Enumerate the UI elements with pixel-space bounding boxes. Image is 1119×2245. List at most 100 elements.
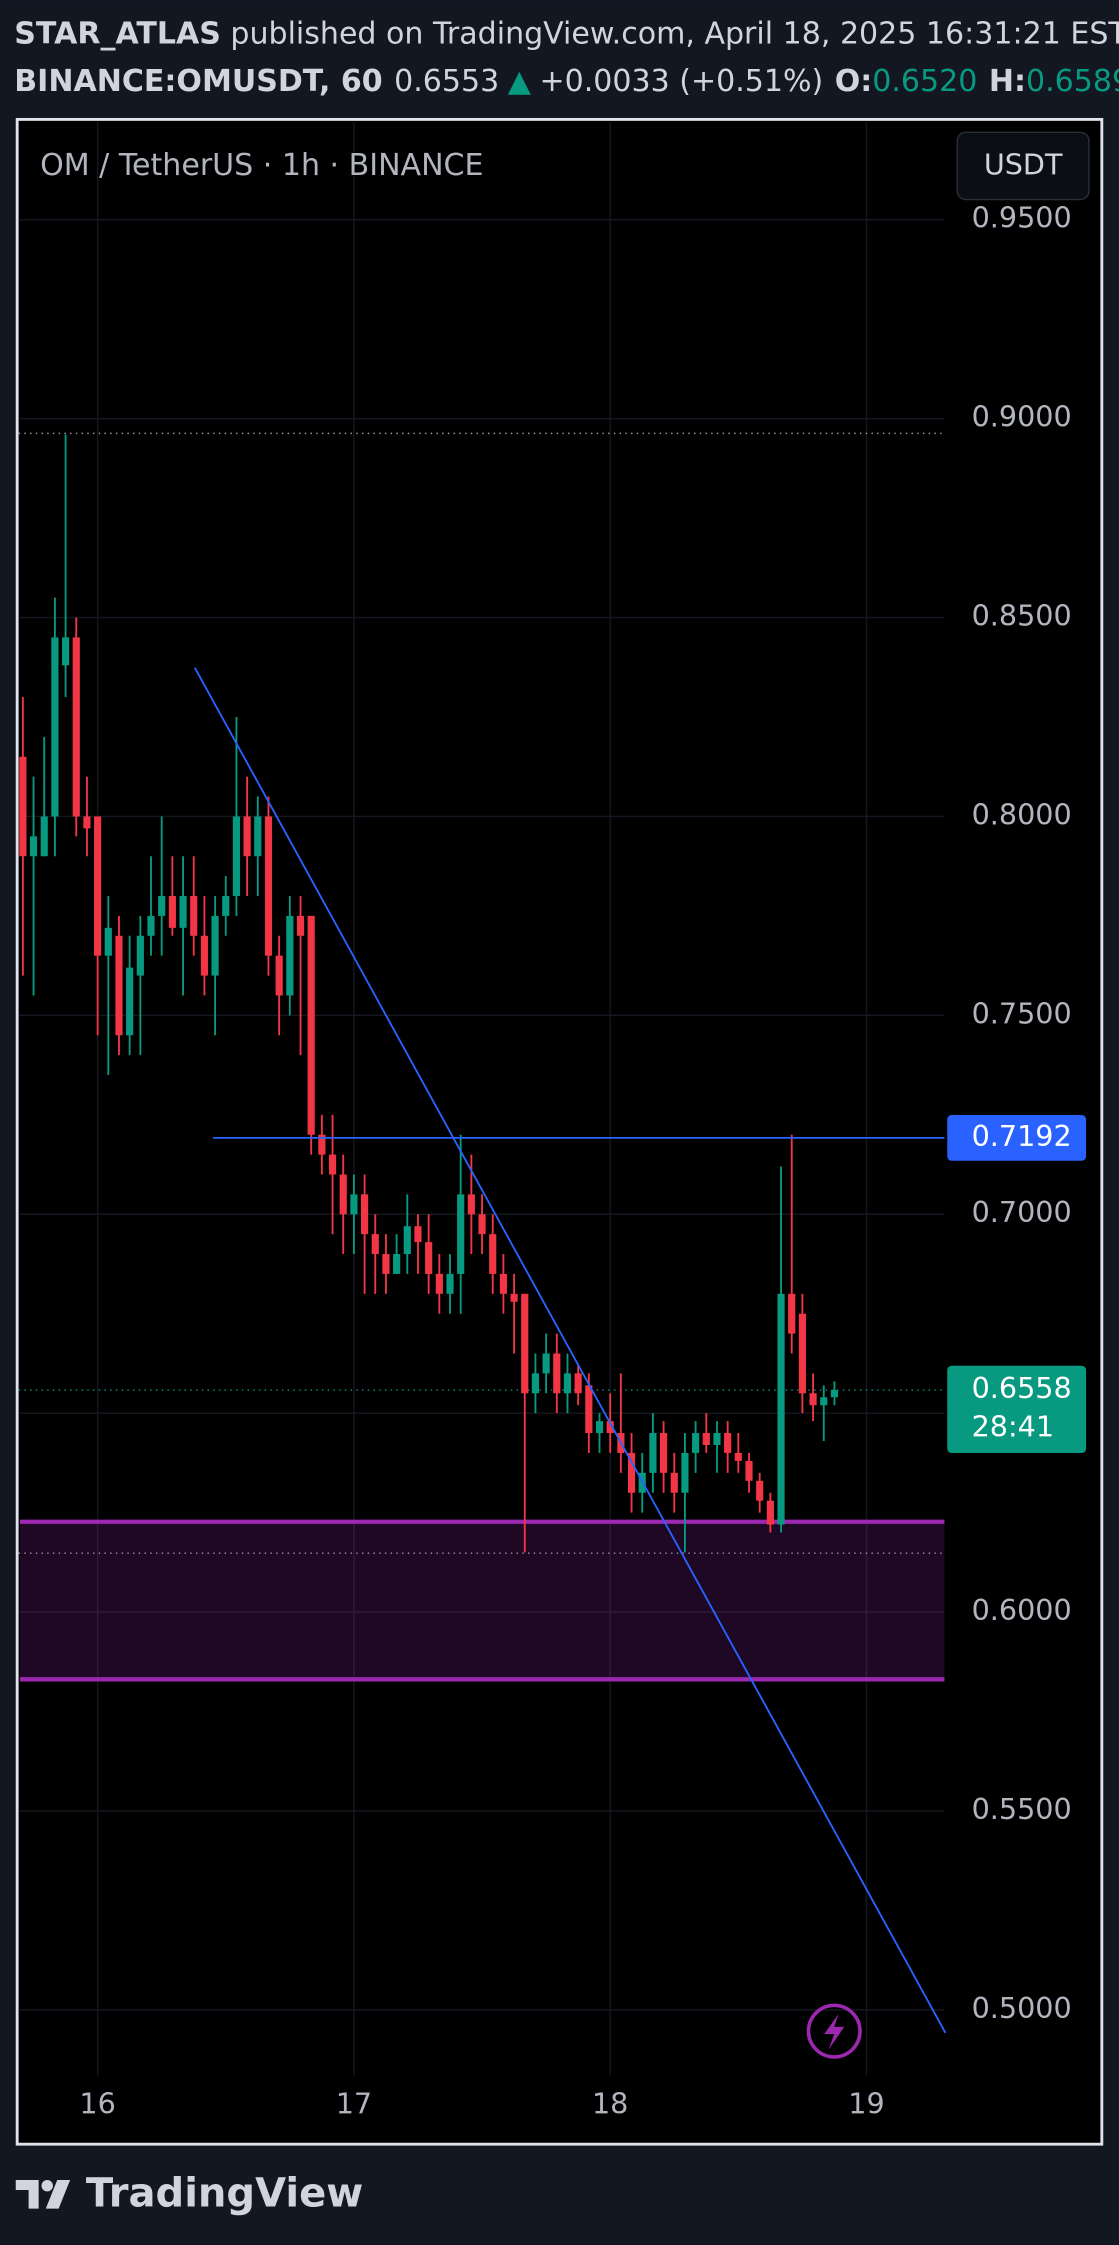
o-label: O: bbox=[835, 64, 873, 99]
logo-dot bbox=[41, 2179, 53, 2192]
candle-body bbox=[510, 1293, 518, 1302]
zone bbox=[20, 1521, 945, 1680]
candle-body bbox=[307, 915, 315, 1135]
change: +0.0033 (+0.51%) bbox=[539, 64, 823, 99]
candle-body bbox=[702, 1433, 710, 1445]
y-tick-label: 0.9000 bbox=[972, 400, 1072, 434]
chart-frame bbox=[15, 117, 1104, 2146]
h-label: H: bbox=[989, 64, 1026, 99]
candle-body bbox=[531, 1373, 540, 1394]
y-tick-label: 0.8000 bbox=[972, 797, 1072, 831]
candle-body bbox=[489, 1234, 497, 1274]
candle-body bbox=[211, 915, 219, 976]
candle-body bbox=[318, 1134, 326, 1155]
plot: 0.50000.55000.60000.65000.70000.75000.80… bbox=[18, 122, 1087, 2121]
candle-body bbox=[339, 1174, 347, 1215]
last: 0.6553 bbox=[394, 64, 499, 99]
candle-body bbox=[435, 1273, 443, 1294]
hline-label: 0.7192 bbox=[972, 1119, 1072, 1153]
candle-body bbox=[264, 816, 273, 956]
candle-body bbox=[660, 1433, 668, 1473]
y-tick-label: 0.5500 bbox=[972, 1792, 1072, 1826]
header-line-1: STAR_ATLAS published on TradingView.com,… bbox=[14, 17, 1119, 52]
candle-body bbox=[457, 1194, 465, 1274]
candle-body bbox=[670, 1472, 678, 1493]
candle-body bbox=[243, 816, 251, 857]
h-value: 0.6589 bbox=[1026, 64, 1119, 99]
candle-body bbox=[393, 1254, 401, 1274]
arrow: ▲ bbox=[508, 64, 531, 99]
candle-body bbox=[147, 915, 155, 936]
candle-body bbox=[425, 1242, 433, 1274]
candle-body bbox=[168, 896, 176, 928]
candle-body bbox=[94, 816, 102, 956]
candle-body bbox=[361, 1194, 369, 1235]
lightning-bolt bbox=[824, 2013, 845, 2050]
logo-text: TradingView bbox=[86, 2171, 363, 2217]
o-value: 0.6520 bbox=[872, 64, 977, 99]
candle-body bbox=[553, 1353, 561, 1394]
candle-body bbox=[595, 1421, 604, 1434]
y-tick-label: 0.9500 bbox=[972, 201, 1072, 235]
candle-body bbox=[809, 1393, 817, 1406]
candle-body bbox=[563, 1373, 572, 1394]
candle-body bbox=[745, 1460, 753, 1481]
y-tick-label: 0.7500 bbox=[972, 996, 1072, 1030]
hline-label-box bbox=[947, 1114, 1087, 1161]
published: published on TradingView.com, April 18, … bbox=[221, 17, 1119, 52]
candle-body bbox=[446, 1273, 454, 1294]
candle-body bbox=[478, 1214, 486, 1235]
candle-body bbox=[499, 1273, 507, 1294]
logo-slash bbox=[45, 2179, 71, 2209]
candle-body bbox=[467, 1194, 475, 1215]
logo-shape bbox=[15, 2179, 39, 2209]
candle-body bbox=[606, 1421, 614, 1434]
candle-body bbox=[734, 1452, 742, 1461]
y-tick-label: 0.6000 bbox=[972, 1593, 1072, 1627]
candle-body bbox=[126, 967, 134, 1036]
candle-body bbox=[382, 1254, 390, 1274]
x-tick-label: 19 bbox=[848, 2087, 884, 2121]
x-tick-label: 18 bbox=[592, 2087, 628, 2121]
candle-body bbox=[724, 1433, 732, 1453]
candle-body bbox=[275, 955, 283, 996]
countdown: 28:41 bbox=[972, 1410, 1054, 1444]
logo-icon bbox=[15, 2179, 71, 2209]
candle-body bbox=[830, 1390, 839, 1398]
candle-body bbox=[798, 1313, 806, 1394]
candle-body bbox=[371, 1234, 379, 1255]
currency-button-label[interactable]: USDT bbox=[984, 148, 1063, 182]
candle-body bbox=[115, 935, 123, 1036]
candle-body bbox=[254, 816, 262, 857]
candle-body bbox=[328, 1154, 337, 1175]
candle-body bbox=[350, 1194, 358, 1215]
candle-body bbox=[40, 816, 48, 857]
candle-body bbox=[19, 756, 27, 857]
candle-body bbox=[104, 927, 112, 956]
candle-body bbox=[649, 1433, 657, 1473]
candle-body bbox=[200, 935, 208, 976]
legend: OM / TetherUS · 1h · BINANCE bbox=[40, 148, 483, 183]
candle-body bbox=[777, 1293, 785, 1525]
candle-body bbox=[756, 1480, 764, 1501]
last-price-box bbox=[947, 1365, 1087, 1454]
candle-body bbox=[585, 1385, 593, 1434]
candle-body bbox=[414, 1226, 422, 1243]
x-tick-label: 16 bbox=[79, 2087, 115, 2121]
author: STAR_ATLAS bbox=[14, 17, 221, 52]
candle-body bbox=[403, 1226, 411, 1255]
candle-body bbox=[72, 637, 80, 817]
symbol: BINANCE:OMUSDT, 60 bbox=[14, 64, 382, 99]
currency-button[interactable] bbox=[956, 131, 1090, 201]
candle-body bbox=[681, 1452, 689, 1493]
lightning-icon[interactable] bbox=[806, 2003, 862, 2059]
candle-body bbox=[692, 1433, 700, 1453]
candle-body bbox=[820, 1397, 828, 1406]
candle-body bbox=[296, 915, 305, 936]
candle-body bbox=[222, 896, 230, 916]
y-tick-label: 0.7000 bbox=[972, 1195, 1072, 1229]
candle-body bbox=[574, 1373, 582, 1394]
candle-body bbox=[51, 637, 59, 817]
y-tick-label: 0.8500 bbox=[972, 599, 1072, 633]
